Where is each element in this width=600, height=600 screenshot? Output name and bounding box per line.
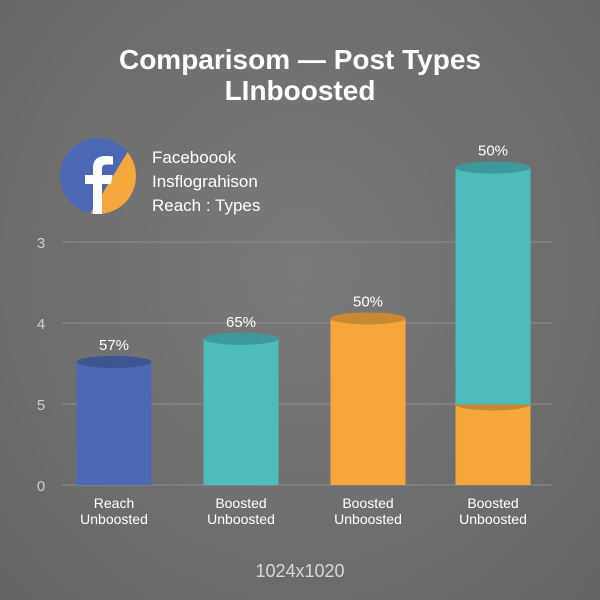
y-tick-label: 4 [37, 316, 45, 333]
bar-cap [76, 355, 152, 368]
chart-title-line-1: Comparisom — Post Types [118, 44, 481, 75]
bar-segment [76, 361, 152, 485]
y-tick-label: 3 [37, 235, 45, 252]
image-size-caption: 1024x1020 [255, 561, 345, 581]
x-category-label: Unboosted [334, 511, 402, 527]
x-category-label: Boosted [342, 495, 393, 511]
x-category-label: Boosted [467, 495, 518, 511]
data-label: 65% [226, 314, 256, 331]
legend-line-1: Faceboook [152, 148, 237, 167]
y-tick-label: 0 [37, 478, 45, 495]
legend: Faceboook Insflograhison Reach : Types [152, 146, 260, 218]
chart-title: Comparisom — Post Types LInboosted [0, 44, 600, 106]
data-label: 57% [99, 337, 129, 354]
x-category-label: Unboosted [207, 511, 275, 527]
x-category-label: Reach [94, 495, 134, 511]
facebook-logo-icon [60, 138, 136, 214]
legend-line-2: Insflograhison [152, 172, 258, 191]
data-label: 50% [353, 293, 383, 310]
chart-title-line-2: LInboosted [224, 75, 376, 106]
bar-cap [330, 312, 406, 325]
bar-cap [455, 161, 531, 174]
bar-segment [455, 167, 531, 405]
y-tick-label: 5 [37, 397, 45, 414]
bar-segment [330, 318, 406, 485]
bar-segment [203, 338, 279, 485]
legend-line-3: Reach : Types [152, 196, 261, 215]
bar-segment [455, 404, 531, 485]
x-category-label: Boosted [215, 495, 266, 511]
x-category-label: Unboosted [459, 511, 527, 527]
x-category-label: Unboosted [80, 511, 148, 527]
data-label: 50% [478, 143, 508, 160]
bar-cap [203, 332, 279, 345]
